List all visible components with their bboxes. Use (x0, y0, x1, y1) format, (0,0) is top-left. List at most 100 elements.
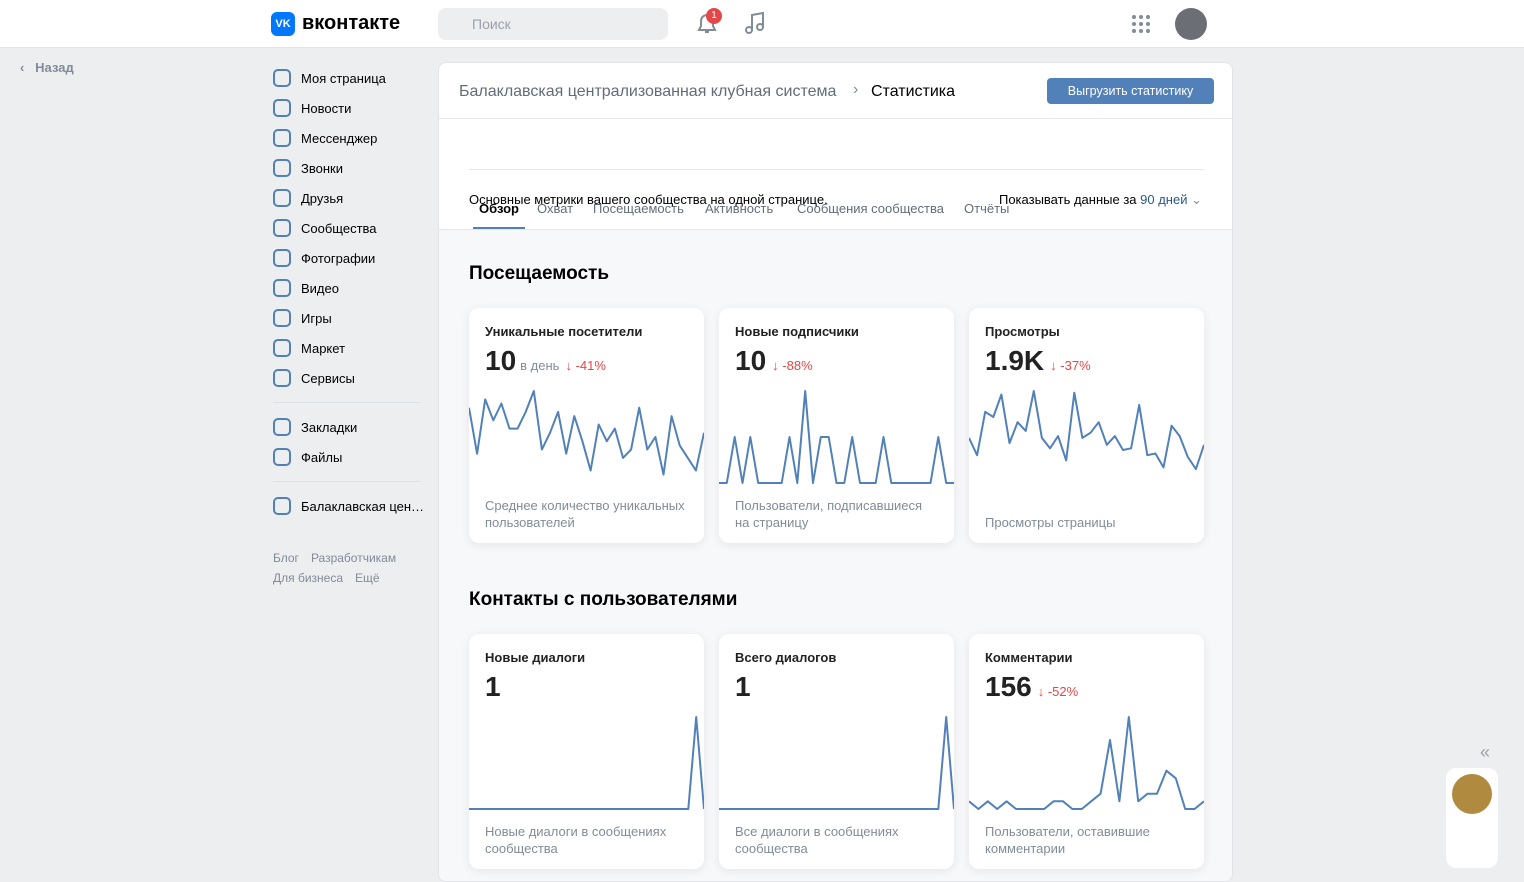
nav-item[interactable]: Новости (273, 98, 351, 118)
period-value: 90 дней (1140, 192, 1188, 207)
card-change: ↓ -41% (565, 358, 606, 373)
avatar[interactable] (1175, 8, 1207, 40)
nav-icon (273, 69, 291, 87)
logo-text[interactable]: вконтакте (302, 12, 401, 34)
card-change: ↓ -88% (772, 358, 813, 373)
card-title: Просмотры (985, 324, 1060, 339)
sparkline (469, 390, 704, 476)
nav-icon (273, 497, 291, 515)
card-note: Пользователи, оставившие комментарии (985, 824, 1150, 856)
nav-label: Звонки (301, 160, 343, 176)
divider (273, 481, 421, 482)
sparkline-path (969, 716, 1204, 810)
nav-icon (273, 309, 291, 327)
card-unit: в день (520, 358, 560, 373)
tab[interactable]: Охват (537, 201, 574, 216)
tab[interactable]: Посещаемость (593, 201, 684, 216)
sparkline (719, 390, 954, 484)
metric-card: Просмотры 1.9K ↓ -37% Просмотры страницы (969, 308, 1204, 543)
sparkline-path (719, 716, 954, 810)
apps-icon[interactable] (1131, 14, 1151, 34)
sparkline (469, 716, 704, 810)
footer-link[interactable]: Ещё (355, 571, 380, 585)
tab[interactable]: Сообщения сообщества (797, 201, 944, 216)
card-change-value: -88% (782, 358, 813, 373)
tab[interactable]: Обзор (473, 201, 525, 229)
nav-icon (273, 189, 291, 207)
metric-card: Комментарии 156 ↓ -52% Пользователи, остави… (969, 634, 1204, 869)
nav-item[interactable]: Балаклавская цен… (273, 496, 424, 516)
footer-links: Блог Разработчикам Для бизнеса Ещё (273, 548, 433, 588)
period-selector[interactable]: Показывать данные за 90 дней ⌄ (998, 192, 1202, 207)
nav-item[interactable]: Сервисы (273, 368, 355, 388)
tab[interactable]: Отчёты (964, 201, 1010, 216)
sparkline (719, 716, 954, 810)
card-value: 1 (485, 671, 501, 702)
nav-item[interactable]: Закладки (273, 417, 357, 437)
card-value: 156 (985, 671, 1032, 702)
card-value: 10 (735, 345, 767, 376)
period-label: Показывать данные за (998, 192, 1137, 207)
nav-label: Закладки (301, 419, 358, 435)
divider (469, 169, 1204, 170)
card-note: Все диалоги в сообщениях сообщества (735, 824, 899, 856)
chat-avatar[interactable] (1452, 774, 1492, 814)
card-value-row: 10 ↓ -88% (735, 345, 813, 377)
breadcrumb-parent[interactable]: Балаклавская централизованная клубная си… (459, 83, 837, 100)
sparkline (969, 716, 1204, 810)
main-panel: Балаклавская централизованная клубная си… (438, 62, 1233, 882)
card-title: Новые диалоги (485, 650, 586, 665)
card-note: Просмотры страницы (985, 515, 1116, 530)
search[interactable]: Поиск (438, 8, 668, 40)
logo-icon[interactable]: VK (271, 12, 295, 36)
nav-label: Маркет (301, 340, 346, 356)
export-button[interactable]: Выгрузить статистику (1047, 78, 1214, 104)
nav-item[interactable]: Друзья (273, 188, 343, 208)
tab[interactable]: Активность (705, 201, 774, 216)
nav-label: Игры (301, 310, 332, 326)
nav-item[interactable]: Звонки (273, 158, 343, 178)
nav-item[interactable]: Сообщества (273, 218, 377, 238)
music-icon[interactable] (743, 10, 769, 36)
card-value-row: 156 ↓ -52% (985, 671, 1078, 703)
card-change: ↓ -52% (1037, 684, 1079, 699)
chat-widget (1446, 768, 1498, 868)
nav-icon (273, 129, 291, 147)
top-bar: VK вконтакте Поиск 1 (0, 0, 1524, 48)
nav-item[interactable]: Моя страница (273, 68, 386, 88)
sparkline-path (469, 716, 704, 810)
nav-icon (273, 249, 291, 267)
back-link[interactable]: ‹ Назад (20, 60, 74, 75)
divider (439, 118, 1232, 119)
card-title: Всего диалогов (735, 650, 837, 665)
card-change-value: -52% (1047, 684, 1079, 699)
card-change-value: -41% (575, 358, 606, 373)
card-value-row: 1 (485, 671, 501, 703)
nav-icon (273, 159, 291, 177)
nav-item[interactable]: Видео (273, 278, 339, 298)
card-value: 10 (485, 345, 517, 376)
nav-icon (273, 418, 291, 436)
footer-link[interactable]: Для бизнеса (273, 571, 344, 585)
metric-card: Уникальные посетители 10 в день ↓ -41% Средн… (469, 308, 704, 543)
footer-link[interactable]: Разработчикам (310, 551, 397, 565)
description: Основные метрики вашего сообщества на од… (469, 192, 828, 207)
sparkline-path (969, 390, 1204, 471)
breadcrumb-separator: › (853, 81, 859, 98)
nav-label: Файлы (301, 449, 343, 465)
nav-label: Мессенджер (301, 130, 378, 146)
nav-item[interactable]: Фотографии (273, 248, 375, 268)
collapse-icon[interactable]: « (1480, 742, 1491, 762)
nav-item[interactable]: Маркет (273, 338, 345, 358)
nav-item[interactable]: Файлы (273, 447, 342, 467)
footer-link[interactable]: Блог (273, 551, 299, 565)
nav-item[interactable]: Мессенджер (273, 128, 377, 148)
card-change-value: -37% (1060, 358, 1091, 373)
card-change: ↓ -37% (1050, 358, 1091, 373)
nav-icon (273, 219, 291, 237)
notification-badge: 1 (706, 8, 722, 24)
nav-item[interactable]: Игры (273, 308, 332, 328)
metric-card: Новые подписчики 10 ↓ -88% Пользователи, по… (719, 308, 954, 543)
nav-label: Балаклавская цен… (301, 498, 425, 514)
card-note: Пользователи, подписавшиеся на страницу (735, 498, 923, 530)
